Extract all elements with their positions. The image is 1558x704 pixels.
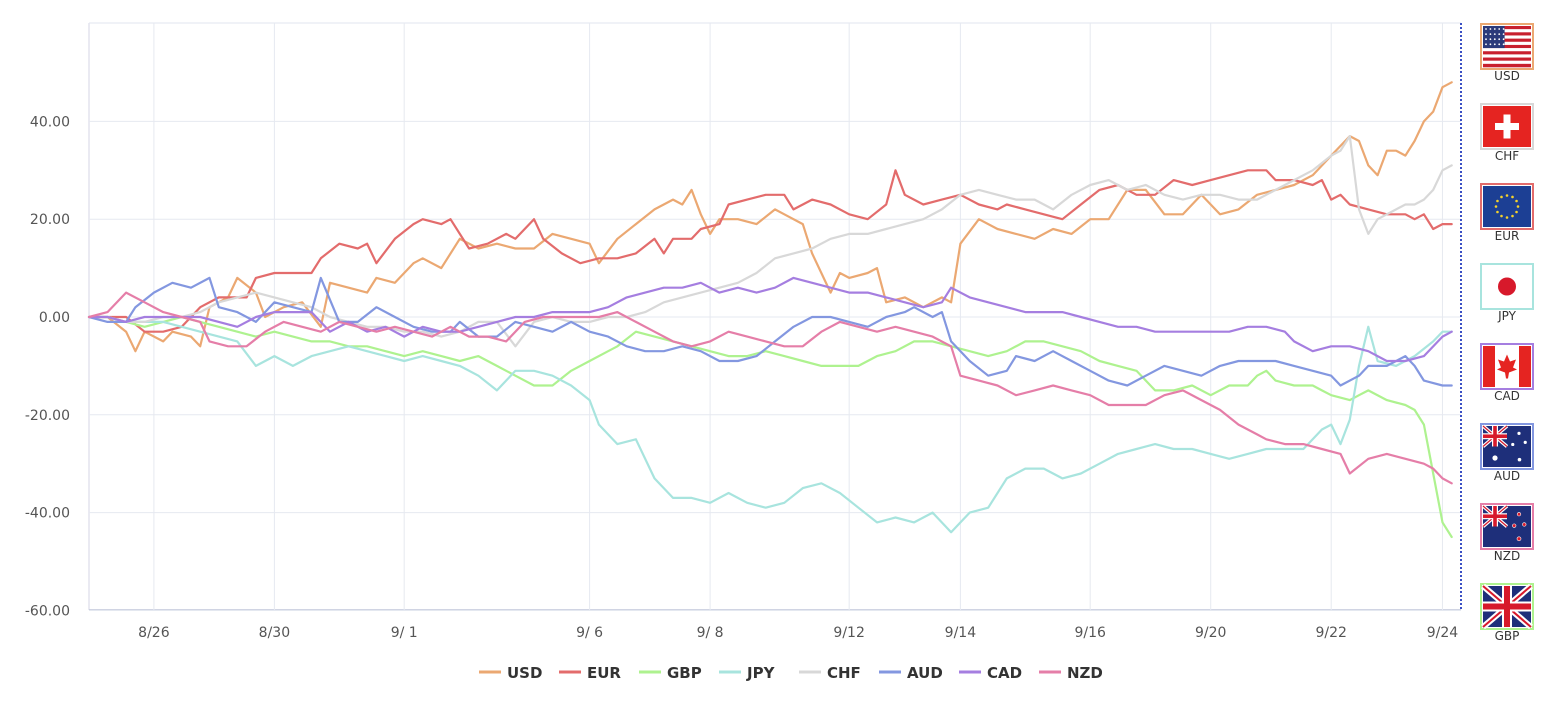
- flag-usd-icon: [1483, 26, 1531, 68]
- flag-label: CHF: [1495, 149, 1519, 163]
- legend-label: CHF: [827, 664, 861, 682]
- x-tick-label: 9/20: [1195, 625, 1226, 641]
- legend-item-cad[interactable]: CAD: [959, 664, 1022, 682]
- y-axis: 40.00 20.00 0.00 -20.00 -40.00 -60.00: [25, 114, 70, 619]
- flag-eur[interactable]: EUR: [1480, 183, 1534, 243]
- legend-label: GBP: [667, 664, 702, 682]
- legend-label: JPY: [746, 664, 776, 682]
- legend-item-usd[interactable]: USD: [479, 664, 542, 682]
- legend-label: USD: [507, 664, 542, 682]
- series-line-nzd: [87, 291, 1453, 485]
- flag-label: USD: [1494, 69, 1520, 83]
- x-tick-label: 9/16: [1074, 625, 1106, 641]
- flag-label: NZD: [1494, 549, 1520, 563]
- legend-label: EUR: [587, 664, 621, 682]
- flag-label: JPY: [1497, 309, 1517, 323]
- x-tick-label: 9/12: [833, 625, 864, 641]
- series-line-eur: [87, 169, 1453, 333]
- legend-item-jpy[interactable]: JPY: [719, 664, 776, 682]
- legend-item-gbp[interactable]: GBP: [639, 664, 702, 682]
- flag-nzd-icon: [1481, 504, 1531, 547]
- x-tick-label: 9/22: [1315, 625, 1346, 641]
- series-line-chf: [87, 135, 1453, 348]
- flag-aud-icon: [1481, 424, 1531, 467]
- y-tick-label: -60.00: [25, 603, 70, 619]
- flag-cad[interactable]: CAD: [1480, 343, 1534, 403]
- series-line-jpy: [87, 315, 1453, 534]
- flag-label: EUR: [1495, 229, 1520, 243]
- y-tick-label: -40.00: [25, 506, 70, 522]
- flag-label: CAD: [1494, 389, 1520, 403]
- x-tick-label: 9/ 6: [576, 625, 603, 641]
- flag-label: GBP: [1495, 629, 1520, 643]
- series-line-cad: [87, 276, 1453, 363]
- legend-label: AUD: [907, 664, 943, 682]
- x-tick-label: 9/14: [945, 625, 977, 641]
- y-tick-label: 0.00: [39, 310, 70, 326]
- x-tick-label: 8/26: [138, 625, 170, 641]
- x-axis: 8/26 8/30 9/ 1 9/ 6 9/ 8 9/12 9/14 9/16 9/20 9/22…: [138, 625, 1458, 641]
- flag-chf[interactable]: CHF: [1480, 103, 1534, 163]
- x-tick-label: 9/ 1: [391, 625, 418, 641]
- flag-cad-icon: [1483, 346, 1531, 387]
- series-line-aud: [87, 276, 1453, 387]
- flag-label: AUD: [1494, 469, 1520, 483]
- legend-item-aud[interactable]: AUD: [879, 664, 943, 682]
- x-tick-label: 8/30: [259, 625, 290, 641]
- x-tick-label: 9/ 8: [697, 625, 724, 641]
- series-lines: [87, 81, 1453, 539]
- flag-jpy[interactable]: JPY: [1480, 263, 1534, 323]
- y-tick-label: -20.00: [25, 408, 70, 424]
- legend-item-chf[interactable]: CHF: [799, 664, 861, 682]
- flag-gbp[interactable]: GBP: [1480, 583, 1534, 643]
- legend-item-eur[interactable]: EUR: [559, 664, 621, 682]
- flag-aud[interactable]: AUD: [1480, 423, 1534, 483]
- legend: USD EUR GBP JPY CHF AUD CAD NZD: [479, 664, 1103, 682]
- y-tick-label: 40.00: [30, 114, 70, 130]
- x-tick-label: 9/24: [1427, 625, 1459, 641]
- legend-item-nzd[interactable]: NZD: [1039, 664, 1103, 682]
- legend-label: CAD: [987, 664, 1022, 682]
- flag-nzd[interactable]: NZD: [1480, 503, 1534, 563]
- y-tick-label: 20.00: [30, 212, 70, 228]
- flag-chf-icon: [1483, 106, 1531, 147]
- flag-eur-icon: [1483, 186, 1531, 227]
- flag-panel: USD CHF EUR JPY CAD AUD NZD GBP: [1480, 23, 1534, 643]
- flag-usd[interactable]: USD: [1480, 23, 1534, 83]
- series-line-gbp: [87, 315, 1453, 539]
- legend-label: NZD: [1067, 664, 1103, 682]
- flag-gbp-icon: [1481, 583, 1533, 630]
- flag-jpy-icon: [1483, 266, 1531, 307]
